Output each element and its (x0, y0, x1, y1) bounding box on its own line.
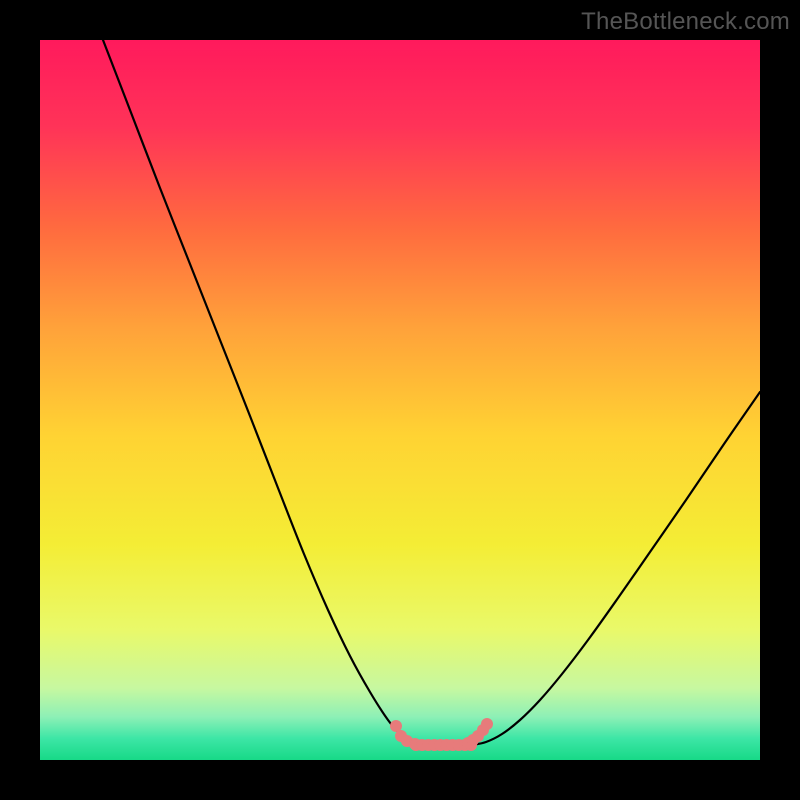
right-curve (472, 392, 760, 745)
curves-layer (40, 40, 760, 760)
plot-area (40, 40, 760, 760)
chart-container: TheBottleneck.com (0, 0, 800, 800)
left-curve (103, 40, 424, 745)
watermark-text: TheBottleneck.com (581, 8, 790, 36)
marker-right (481, 718, 493, 730)
